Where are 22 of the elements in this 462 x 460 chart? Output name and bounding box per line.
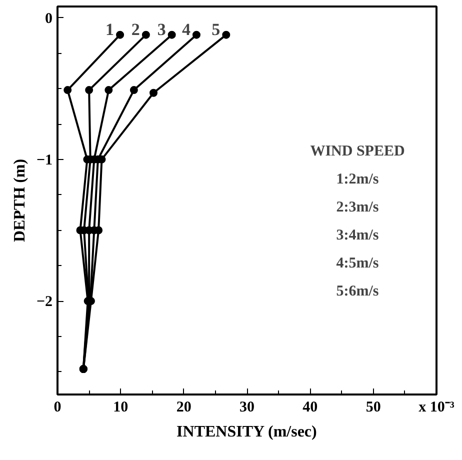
series-label: 5 [212, 20, 220, 39]
x-axis-title: INTENSITY (m/sec) [176, 424, 317, 440]
series-label: 4 [182, 20, 191, 39]
series-label: 2 [131, 20, 140, 39]
annotation: 3:4m/s [336, 228, 379, 244]
y-tick-label: 0 [45, 10, 52, 27]
annotation: 4:5m/s [336, 256, 379, 272]
x-tick-label: 50 [366, 400, 381, 416]
series-label: 3 [157, 20, 166, 39]
x-tick-label: x 10⁻³ [418, 400, 455, 416]
x-tick-label: 40 [302, 400, 318, 416]
annotation: 2:3m/s [336, 200, 379, 216]
x-tick-label: 10 [113, 400, 128, 416]
x-tick-label: 20 [176, 400, 192, 416]
series-label: 1 [106, 20, 114, 39]
y-axis-title: DEPTH (m) [11, 158, 28, 242]
y-tick-label: −1 [36, 152, 53, 168]
annotation: 1:2m/s [336, 172, 379, 188]
y-tick-label: −2 [36, 294, 53, 310]
annotation: WIND SPEED [310, 144, 405, 160]
annotation: 5:6m/s [336, 284, 379, 300]
x-tick-label: 30 [240, 400, 254, 416]
